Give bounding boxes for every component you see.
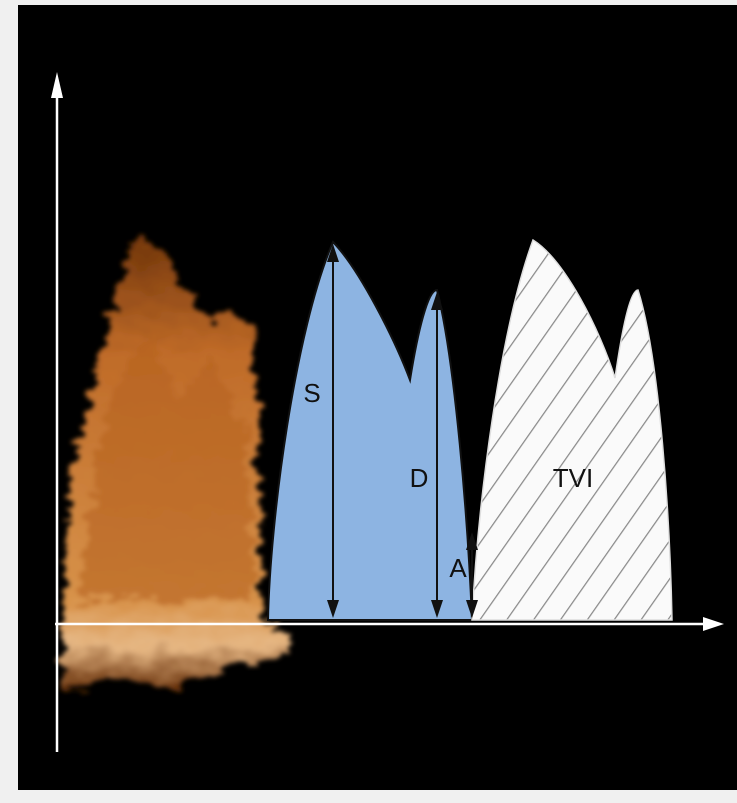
label-tvi: TVI [553,463,593,493]
tvi-waveform [471,238,673,621]
label-a: A [449,553,467,583]
measure-arrows [327,244,478,618]
label-s: S [303,378,320,408]
doppler-spectrum [62,240,295,690]
axes [51,72,724,752]
label-d: D [410,463,429,493]
blue-waveform [266,240,474,621]
